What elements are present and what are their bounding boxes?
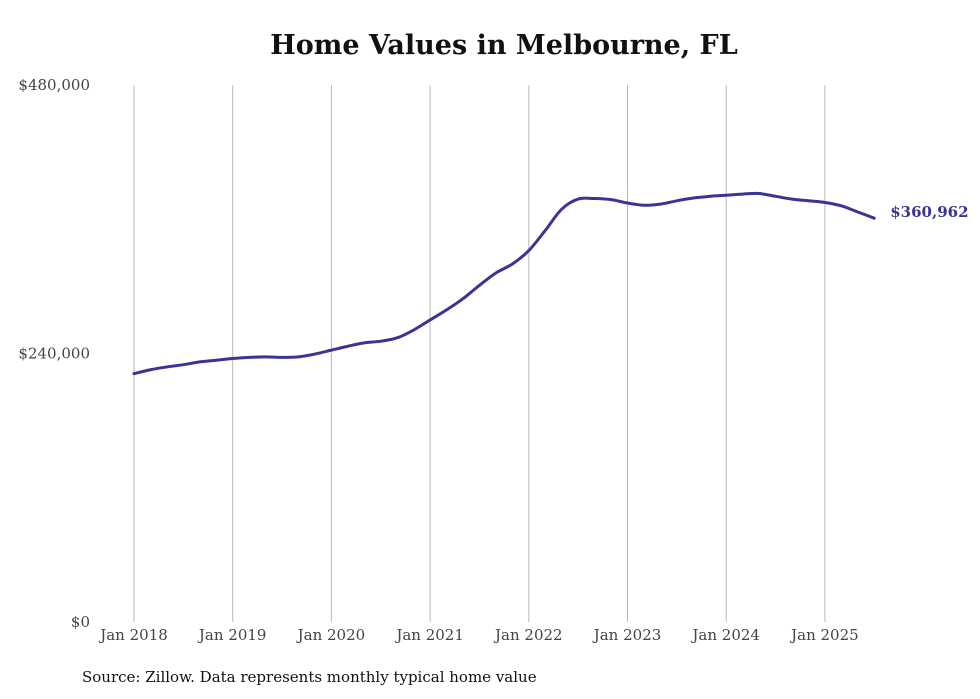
x-tick-label: Jan 2018 bbox=[98, 626, 168, 644]
x-axis: Jan 2018 Jan 2019 Jan 2020 Jan 2021 Jan 2022… bbox=[98, 626, 858, 644]
chart-title: Home Values in Melbourne, FL bbox=[270, 30, 738, 61]
x-tick-label: Jan 2022 bbox=[493, 626, 563, 644]
gridlines bbox=[133, 85, 826, 622]
x-tick-label: Jan 2020 bbox=[296, 626, 366, 644]
x-tick-label: Jan 2019 bbox=[197, 626, 267, 644]
y-axis: $0 $240,000 $480,000 bbox=[18, 76, 90, 631]
y-tick-label: $240,000 bbox=[18, 345, 90, 363]
x-tick-label: Jan 2021 bbox=[394, 626, 464, 644]
source-note: Source: Zillow. Data represents monthly … bbox=[82, 668, 537, 686]
x-tick-label: Jan 2024 bbox=[690, 626, 760, 644]
x-tick-label: Jan 2023 bbox=[592, 626, 662, 644]
y-tick-label: $480,000 bbox=[18, 76, 90, 94]
y-tick-label: $0 bbox=[71, 613, 90, 631]
x-tick-label: Jan 2025 bbox=[789, 626, 859, 644]
series-line bbox=[132, 191, 876, 376]
end-value-label: $360,962 bbox=[890, 203, 968, 221]
series: $360,962 bbox=[132, 191, 969, 376]
